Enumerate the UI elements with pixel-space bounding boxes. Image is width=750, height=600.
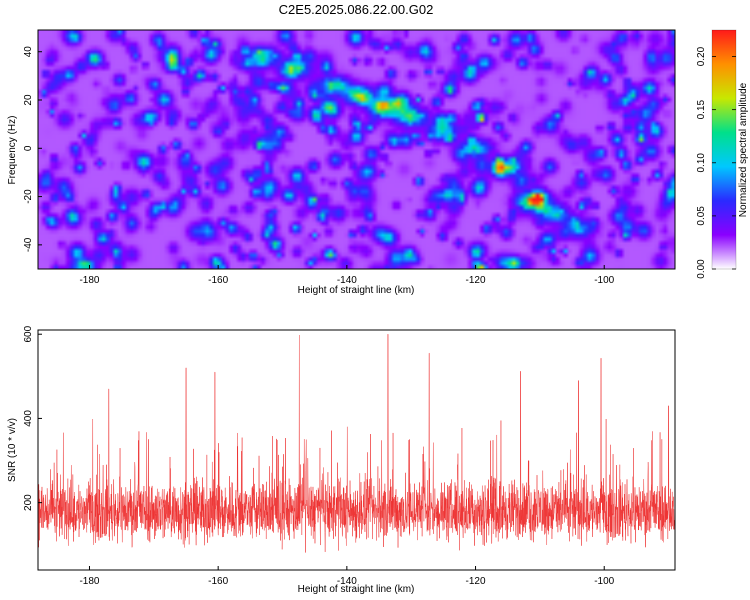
x-tick-label: -140 <box>337 576 357 587</box>
x-tick-label: -180 <box>79 275 99 286</box>
y-tick-label: 400 <box>23 410 34 427</box>
snr-x-axis: -180 -160 -140 -120 -100 <box>79 566 615 587</box>
y-tick-label: 20 <box>23 94 34 106</box>
colorbar: 0.00 0.05 0.10 0.15 0.20 Normalized spectral… <box>696 29 749 279</box>
y-tick-label: -40 <box>23 237 34 252</box>
spectrogram-x-label: Height of straight line (km) <box>298 285 415 296</box>
snr-x-label: Height of straight line (km) <box>298 584 415 595</box>
snr-frame <box>37 329 676 571</box>
colorbar-label: Normalized spectral amplitude <box>738 82 749 217</box>
x-tick-label: -120 <box>466 576 486 587</box>
x-tick-label: -120 <box>466 275 486 286</box>
y-tick-label: -20 <box>23 189 34 204</box>
snr-panel: -180 -160 -140 -120 -100 600 400 200 Height of… <box>7 325 676 595</box>
x-tick-label: -100 <box>594 576 614 587</box>
spectrogram-frame <box>37 29 676 270</box>
spectrogram-image <box>38 30 675 269</box>
y-tick-label: 40 <box>23 46 34 58</box>
colorbar-tick-label: 0.10 <box>696 153 707 173</box>
x-tick-label: -140 <box>337 275 357 286</box>
colorbar-frame <box>711 29 737 270</box>
x-tick-label: -100 <box>594 275 614 286</box>
colorbar-tick-label: 0.05 <box>696 206 707 226</box>
colorbar-gradient <box>712 30 736 269</box>
colorbar-tick-label: 0.00 <box>696 259 707 279</box>
spectrogram-panel: -180 -160 -140 -120 -100 40 20 0 -20 -40 Height … <box>7 29 676 296</box>
y-tick-label: 200 <box>23 494 34 511</box>
snr-y-label: SNR (10 * v/v) <box>7 418 18 482</box>
spectrogram-y-label: Frequency (Hz) <box>7 116 18 185</box>
y-tick-label: 600 <box>23 325 34 342</box>
x-tick-label: -180 <box>79 576 99 587</box>
colorbar-ticks: 0.00 0.05 0.10 0.15 0.20 <box>696 46 736 279</box>
spectrogram-y-axis: 40 20 0 -20 -40 <box>23 46 42 252</box>
colorbar-tick-label: 0.15 <box>696 99 707 119</box>
y-tick-label: 0 <box>23 145 34 151</box>
figure-title: C2E5.2025.086.22.00.G02 <box>279 2 434 17</box>
snr-series-line <box>38 333 675 553</box>
spectrogram-x-axis: -180 -160 -140 -120 -100 <box>79 265 615 286</box>
x-tick-label: -160 <box>208 576 228 587</box>
snr-y-axis: 600 400 200 <box>23 325 42 511</box>
colorbar-tick-label: 0.20 <box>696 46 707 66</box>
x-tick-label: -160 <box>208 275 228 286</box>
